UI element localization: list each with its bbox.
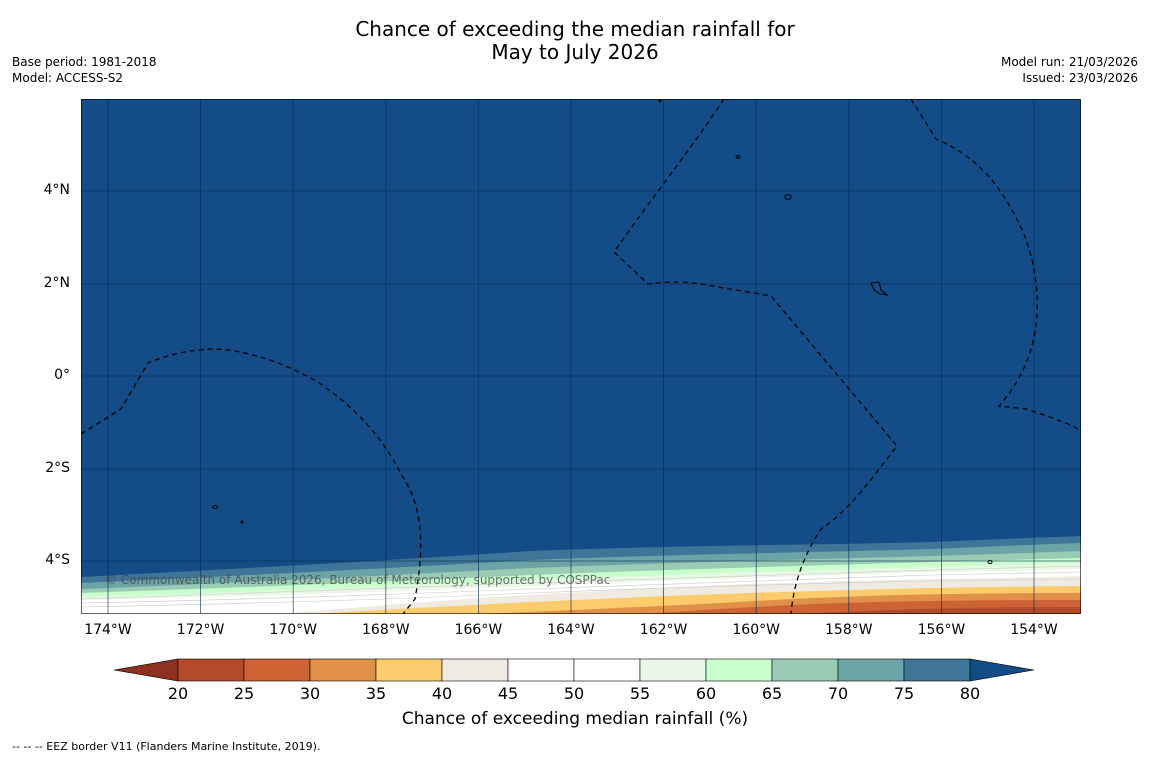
- longitude-label: 156°W: [917, 622, 966, 638]
- colorbar-tick-label: 65: [761, 684, 783, 703]
- colorbar-segment: [177, 658, 245, 682]
- island: [735, 155, 741, 159]
- latitude-label: 0°: [54, 367, 70, 383]
- colorbar-tick-label: 70: [827, 684, 849, 703]
- colorbar-tick-label: 45: [497, 684, 519, 703]
- copyright-notice: © Commonwealth of Australia 2026, Bureau…: [105, 573, 611, 587]
- colorbar-tick-label: 25: [233, 684, 255, 703]
- colorbar-segment: [837, 658, 905, 682]
- title-line-2: May to July 2026: [491, 40, 659, 64]
- longitude-label: 154°W: [1010, 622, 1058, 638]
- colorbar-tick-label: 40: [431, 684, 453, 703]
- colorbar-tick-label: 80: [959, 684, 981, 703]
- colorbar-tick-label: 60: [695, 684, 717, 703]
- latitude-label: 2°S: [45, 460, 70, 476]
- eez-borders: [81, 99, 1081, 614]
- island: [784, 194, 792, 200]
- longitude-label: 162°W: [639, 622, 688, 638]
- longitude-label: 168°W: [362, 622, 410, 638]
- longitude-label: 160°W: [732, 622, 780, 638]
- colorbar-tick-label: 55: [629, 684, 651, 703]
- longitude-label: 158°W: [825, 622, 873, 638]
- latitude-label: 4°S: [45, 552, 70, 568]
- colorbar-segment: [903, 658, 971, 682]
- island: [870, 281, 889, 296]
- map-title: Chance of exceeding the median rainfall …: [0, 18, 1150, 64]
- colorbar-tick-label: 75: [893, 684, 915, 703]
- colorbar-tick-label: 20: [167, 684, 189, 703]
- longitude-label: 174°W: [84, 622, 132, 638]
- island: [987, 560, 993, 564]
- longitude-label: 166°W: [454, 622, 503, 638]
- island: [658, 99, 662, 103]
- colorbar-segment: [375, 658, 443, 682]
- longitude-label: 164°W: [547, 622, 595, 638]
- eez-footnote: -- -- -- EEZ border V11 (Flanders Marine…: [12, 740, 321, 753]
- eez-border-central: [613, 99, 898, 614]
- island: [212, 505, 218, 509]
- colorbar: [114, 658, 1035, 682]
- colorbar-segment: [639, 658, 707, 682]
- model-name: Model: ACCESS-S2: [12, 71, 124, 85]
- colorbar-over-arrow: [969, 658, 1035, 682]
- latitude-label: 4°N: [43, 182, 70, 198]
- base-period: Base period: 1981-2018: [12, 55, 157, 69]
- eez-border-west: [81, 348, 422, 614]
- islands: [212, 99, 993, 564]
- longitude-label: 170°W: [269, 622, 317, 638]
- colorbar-segment: [507, 658, 575, 682]
- meta-left: Base period: 1981-2018 Model: ACCESS-S2: [12, 54, 157, 86]
- graticule: [81, 99, 1081, 614]
- title-line-1: Chance of exceeding the median rainfall …: [355, 17, 795, 41]
- issued-date: Issued: 23/03/2026: [1022, 71, 1138, 85]
- colorbar-label: Chance of exceeding median rainfall (%): [401, 709, 749, 729]
- latitude-label: 2°N: [43, 275, 70, 291]
- colorbar-under-arrow: [114, 658, 179, 682]
- colorbar-segment: [573, 658, 641, 682]
- colorbar-segment: [441, 658, 509, 682]
- meta-right: Model run: 21/03/2026 Issued: 23/03/2026: [1001, 54, 1138, 86]
- colorbar-segment: [309, 658, 377, 682]
- colorbar-tick-label: 35: [365, 684, 387, 703]
- colorbar-segment: [705, 658, 773, 682]
- island: [240, 520, 244, 524]
- rainfall-map[interactable]: [81, 99, 1081, 614]
- colorbar-segment: [771, 658, 839, 682]
- ocean-background: [81, 99, 1081, 614]
- longitude-label: 172°W: [176, 622, 225, 638]
- model-run: Model run: 21/03/2026: [1000, 55, 1138, 69]
- colorbar-tick-label: 30: [299, 684, 321, 703]
- colorbar-segment: [243, 658, 311, 682]
- colorbar-tick-label: 50: [563, 684, 585, 703]
